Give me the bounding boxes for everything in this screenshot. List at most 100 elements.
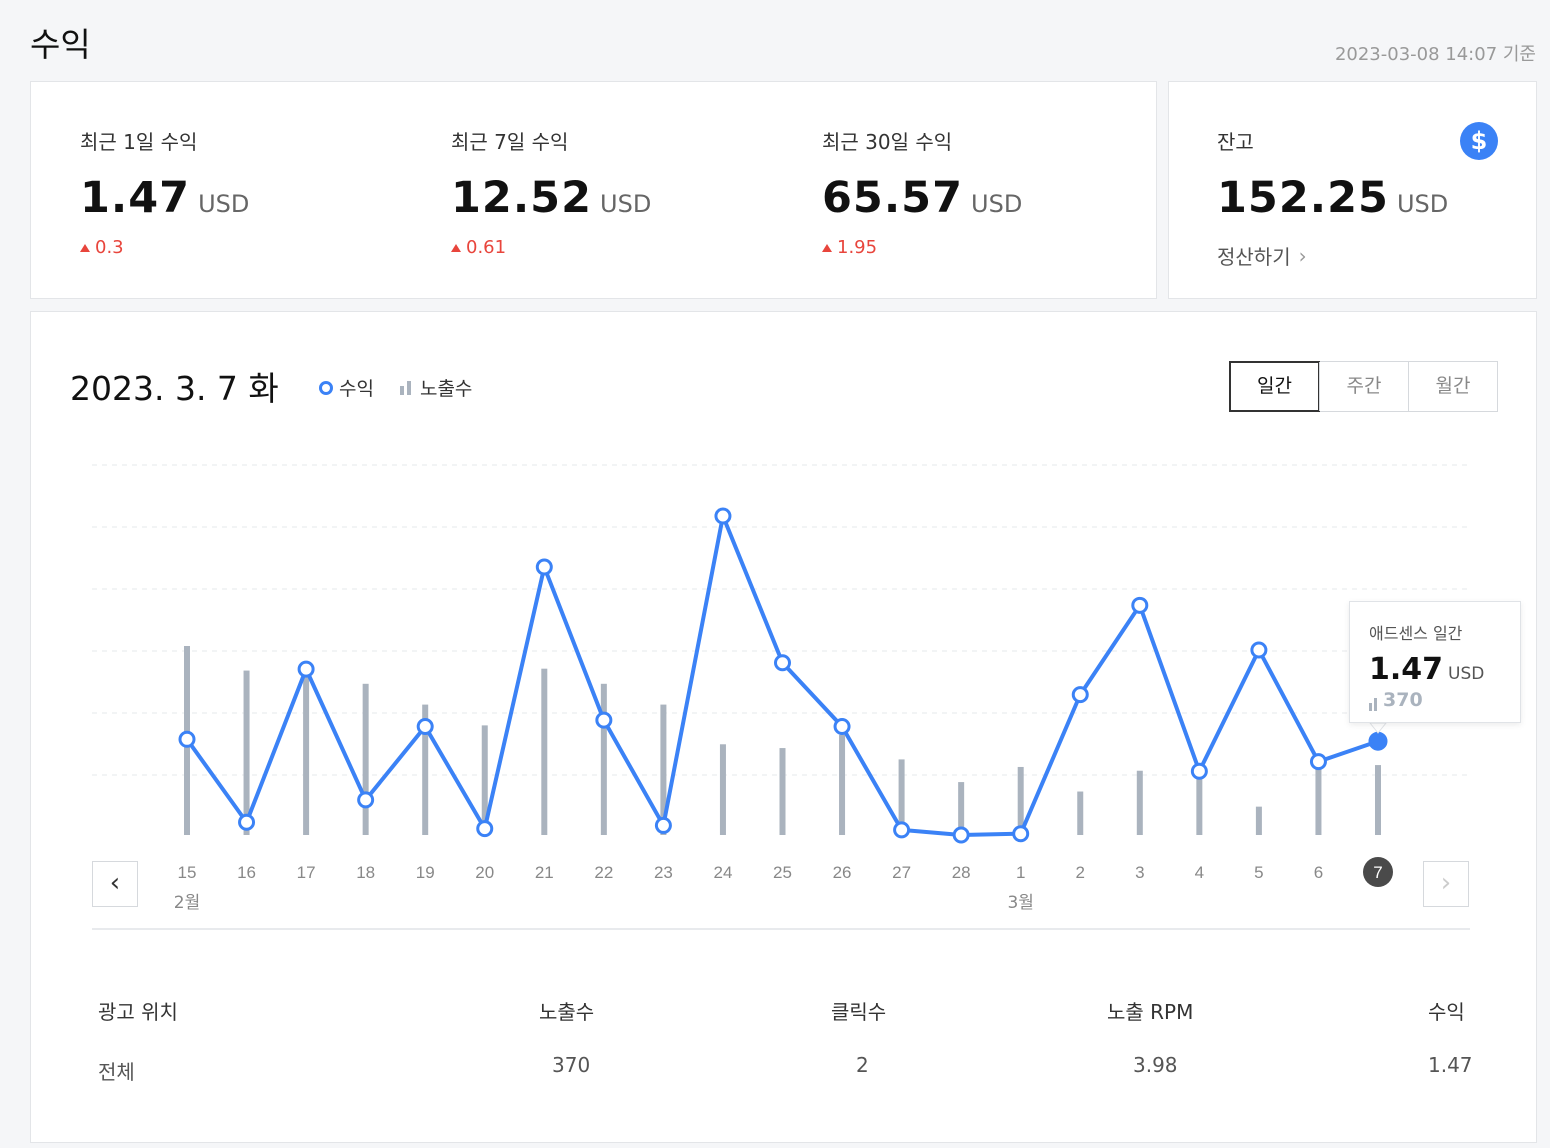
- x-tick-label: 3: [1135, 863, 1144, 882]
- tab-weekly[interactable]: 주간: [1319, 362, 1408, 411]
- impressions-bar: [422, 704, 429, 835]
- dollar-icon: $: [1460, 122, 1498, 160]
- impressions-bar: [1196, 776, 1203, 835]
- x-tick-label: 1: [1016, 863, 1025, 882]
- up-arrow-icon: [451, 243, 461, 252]
- revenue-point: [1012, 825, 1030, 843]
- revenue-point: [1309, 753, 1327, 771]
- stat-7day: 최근 7일 수익 12.52 USD 0.61: [451, 126, 651, 258]
- impressions-bar: [839, 734, 846, 835]
- revenue-point: [535, 558, 553, 576]
- x-tick-label: 16: [237, 863, 256, 882]
- balance-label: 잔고: [1217, 130, 1254, 154]
- x-tick-label: 27: [892, 863, 911, 882]
- tooltip-value: 1.47: [1369, 652, 1444, 687]
- impressions-bar: [362, 683, 369, 835]
- stat-value: 12.52: [451, 173, 593, 223]
- stat-delta: 0.3: [80, 237, 249, 258]
- impressions-bar: [1255, 806, 1262, 835]
- x-tick-label: 20: [475, 863, 494, 882]
- col-header-placement: 광고 위치: [98, 1000, 178, 1024]
- revenue-point: [595, 711, 613, 729]
- revenue-point: [893, 821, 911, 839]
- revenue-point: [654, 816, 672, 834]
- col-header-impressions: 노출수: [539, 1000, 595, 1024]
- settle-link[interactable]: 정산하기 ›: [1217, 241, 1448, 270]
- impressions-bar: [779, 748, 786, 835]
- table-cell-clicks: 2: [856, 1053, 869, 1077]
- impressions-bar: [1017, 766, 1024, 835]
- chevron-right-icon: ›: [1440, 868, 1452, 898]
- revenue-point: [1131, 596, 1149, 614]
- month-label: 3월: [1007, 893, 1033, 913]
- impressions-bar: [243, 670, 250, 835]
- month-label: 2월: [174, 893, 200, 913]
- revenue-point: [714, 507, 732, 525]
- tab-monthly[interactable]: 월간: [1408, 362, 1497, 411]
- up-arrow-icon: [80, 243, 90, 252]
- x-tick-label: 25: [773, 863, 792, 882]
- summary-card: 최근 1일 수익 1.47 USD 0.3 최근 7일 수익 12.52 USD…: [30, 81, 1157, 299]
- impressions-legend-icon: [399, 380, 414, 395]
- settle-link-label: 정산하기: [1217, 245, 1291, 269]
- timestamp: 2023-03-08 14:07 기준: [1334, 44, 1536, 65]
- table-cell-impressions: 370: [552, 1053, 591, 1077]
- revenue-point: [1190, 762, 1208, 780]
- col-header-clicks: 클릭수: [831, 1000, 887, 1024]
- revenue-point-selected: [1368, 731, 1388, 751]
- stat-label: 최근 30일 수익: [822, 130, 953, 154]
- chart-next-button[interactable]: ›: [1423, 861, 1469, 907]
- impressions-bar: [481, 725, 488, 835]
- x-tick-label: 24: [713, 863, 732, 882]
- stat-label: 최근 7일 수익: [451, 130, 569, 154]
- chart-tooltip: 애드센스 일간 1.47 USD 370: [1349, 601, 1521, 723]
- x-tick-label: 15: [178, 863, 197, 882]
- stat-value: 1.47: [80, 173, 191, 223]
- chart-card: 2023. 3. 7 화 수익 노출수 일간 주간 월간 15 16 17 18 19 2…: [30, 311, 1537, 1143]
- selected-day-marker: [1363, 857, 1393, 887]
- impressions-bar: [541, 668, 548, 835]
- x-tick-label: 26: [833, 863, 852, 882]
- revenue-point: [357, 791, 375, 809]
- x-tick-label: 6: [1314, 863, 1323, 882]
- x-tick-label: 18: [356, 863, 375, 882]
- x-tick-label: 7: [1373, 863, 1382, 882]
- page-title: 수익: [30, 25, 91, 64]
- revenue-chart: 15 16 17 18 19 20 21 22 23 24 25 26 27 28 1 2 3 4 5 6 72월 3월: [92, 464, 1472, 913]
- tooltip-pointer: [1368, 722, 1388, 734]
- balance-value: 152.25: [1217, 173, 1389, 223]
- x-tick-label: 2: [1076, 863, 1085, 882]
- chart-prev-button[interactable]: ‹: [92, 861, 138, 907]
- impressions-bar: [600, 683, 607, 835]
- impressions-bar: [660, 704, 667, 835]
- revenue-point: [416, 718, 434, 736]
- revenue-point: [952, 826, 970, 844]
- revenue-point: [476, 820, 494, 838]
- impressions-bar: [1077, 791, 1084, 835]
- tab-daily[interactable]: 일간: [1229, 361, 1320, 412]
- stat-unit: USD: [198, 190, 250, 218]
- chevron-left-icon: ‹: [109, 868, 121, 898]
- tooltip-impressions: 370: [1369, 689, 1520, 711]
- x-tick-label: 5: [1254, 863, 1263, 882]
- revenue-point: [774, 654, 791, 672]
- x-tick-label: 21: [535, 863, 554, 882]
- x-tick-label: 28: [952, 863, 971, 882]
- stat-unit: USD: [600, 190, 652, 218]
- x-tick-label: 17: [297, 863, 316, 882]
- tooltip-title: 애드센스 일간: [1369, 624, 1463, 643]
- x-tick-label: 19: [416, 863, 435, 882]
- impressions-bar: [1136, 770, 1143, 835]
- table-cell-revenue: 1.47: [1428, 1053, 1473, 1077]
- chevron-right-icon: ›: [1298, 243, 1307, 268]
- period-tabs: 일간 주간 월간: [1229, 361, 1498, 412]
- balance-unit: USD: [1396, 190, 1449, 218]
- legend-revenue: 수익: [339, 378, 374, 400]
- revenue-point: [833, 718, 851, 736]
- stat-1day: 최근 1일 수익 1.47 USD 0.3: [80, 126, 249, 258]
- legend-impressions: 노출수: [419, 378, 473, 400]
- revenue-point: [178, 730, 196, 748]
- x-tick-label: 23: [654, 863, 673, 882]
- impressions-bar: [1375, 765, 1381, 835]
- impressions-icon: [1369, 697, 1379, 711]
